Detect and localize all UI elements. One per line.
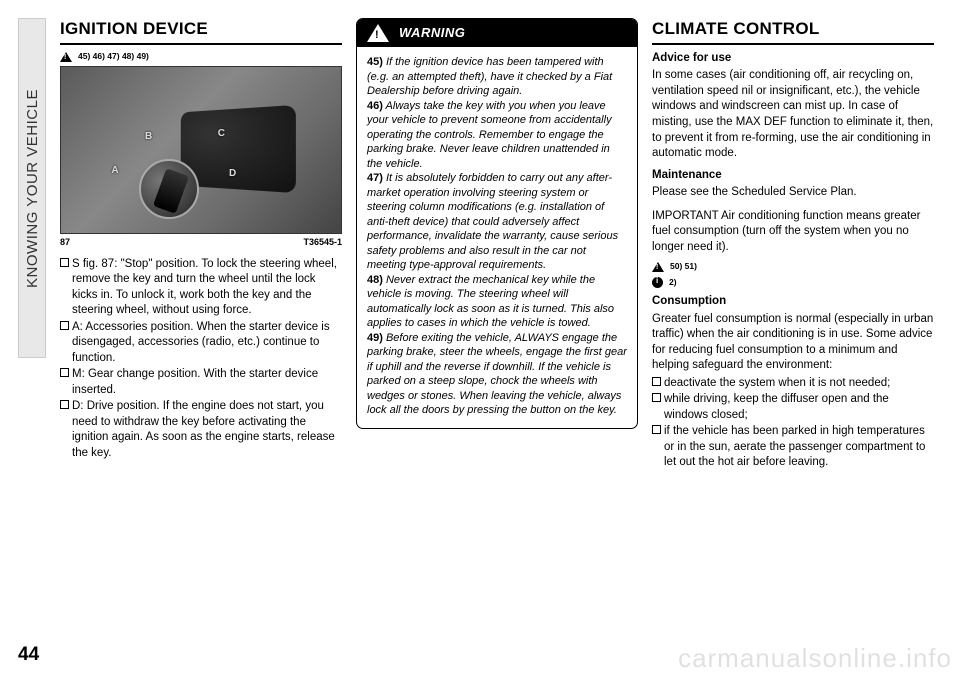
bullet-1: deactivate the system when it is not nee… (652, 376, 934, 392)
sub-maintenance: Maintenance (652, 168, 934, 184)
bullet-icon (60, 258, 69, 267)
watermark: carmanualsonline.info (670, 639, 960, 678)
section-tab: KNOWING YOUR VEHICLE (18, 18, 46, 358)
warning-box: WARNING 45) If the ignition device has b… (356, 18, 638, 429)
manual-page: KNOWING YOUR VEHICLE IGNITION DEVICE 45)… (0, 0, 960, 678)
figure-number: 87 (60, 236, 70, 248)
warn-num-46: 46) (367, 100, 383, 112)
bullet-2: while driving, keep the diffuser open an… (652, 392, 934, 423)
warn-49: 49) Before exiting the vehicle, ALWAYS e… (367, 331, 627, 418)
figure-code: T36545-1 (303, 236, 342, 248)
item-m: M: Gear change position. With the starte… (60, 367, 342, 398)
warning-title: WARNING (399, 24, 465, 42)
warning-triangle-icon (652, 262, 664, 272)
warn-num-45: 45) (367, 56, 383, 68)
warn-num-48: 48) (367, 274, 383, 286)
info-circle-icon (652, 277, 663, 288)
label-b: B (145, 130, 152, 144)
warn-47: 47) It is absolutely forbidden to carry … (367, 171, 627, 273)
column-2: WARNING 45) If the ignition device has b… (356, 18, 638, 630)
warn-text-45: If the ignition device has been tampered… (367, 56, 612, 97)
text-a: A: Accessories position. When the starte… (72, 320, 342, 367)
figure-caption: 87 T36545-1 (60, 236, 342, 248)
text-d: D: Drive position. If the engine does no… (72, 399, 342, 461)
bullet-icon (60, 368, 69, 377)
label-d: D (229, 167, 236, 181)
para-maintenance: Please see the Scheduled Service Plan. (652, 185, 934, 201)
item-s: S fig. 87: "Stop" position. To lock the … (60, 257, 342, 319)
page-number: 44 (18, 644, 39, 666)
bullet-icon (60, 321, 69, 330)
sub-consumption: Consumption (652, 294, 934, 310)
bullet-2-text: while driving, keep the diffuser open an… (664, 392, 934, 423)
climate-warning-refs: 50) 51) (652, 261, 934, 272)
warn-text-46: Always take the key with you when you le… (367, 100, 612, 170)
bullet-icon (652, 425, 661, 434)
bullet-3: if the vehicle has been parked in high t… (652, 424, 934, 471)
sub-advice: Advice for use (652, 51, 934, 67)
bullet-icon (652, 377, 661, 386)
bullet-icon (60, 400, 69, 409)
climate-ref-b: 2) (669, 277, 677, 288)
warning-header-icon (367, 24, 389, 42)
item-a: A: Accessories position. When the starte… (60, 320, 342, 367)
ignition-knob-graphic (139, 159, 199, 219)
column-3: CLIMATE CONTROL Advice for use In some c… (652, 18, 934, 630)
climate-ref-a: 50) 51) (670, 261, 697, 272)
warning-header: WARNING (357, 19, 637, 47)
figure-87: A B C D (60, 66, 342, 234)
column-1: IGNITION DEVICE 45) 46) 47) 48) 49) A B … (60, 18, 342, 630)
heading-ignition: IGNITION DEVICE (60, 18, 342, 45)
warn-46: 46) Always take the key with you when yo… (367, 99, 627, 172)
heading-climate: CLIMATE CONTROL (652, 18, 934, 45)
warning-ref-numbers: 45) 46) 47) 48) 49) (78, 51, 149, 62)
dashboard-graphic (181, 105, 296, 193)
bullet-3-text: if the vehicle has been parked in high t… (664, 424, 934, 471)
para-important: IMPORTANT Air conditioning function mean… (652, 209, 934, 256)
section-tab-label: KNOWING YOUR VEHICLE (24, 89, 41, 288)
warn-text-49: Before exiting the vehicle, ALWAYS engag… (367, 332, 627, 417)
label-c: C (218, 127, 225, 141)
bullet-1-text: deactivate the system when it is not nee… (664, 376, 934, 392)
text-s: S fig. 87: "Stop" position. To lock the … (72, 257, 342, 319)
para-advice: In some cases (air conditioning off, air… (652, 68, 934, 161)
item-d: D: Drive position. If the engine does no… (60, 399, 342, 461)
label-a: A (111, 164, 118, 178)
warn-45: 45) If the ignition device has been tamp… (367, 55, 627, 99)
warn-num-49: 49) (367, 332, 383, 344)
warn-text-47: It is absolutely forbidden to carry out … (367, 172, 618, 271)
text-m: M: Gear change position. With the starte… (72, 367, 342, 398)
warn-48: 48) Never extract the mechanical key whi… (367, 273, 627, 331)
warning-body: 45) If the ignition device has been tamp… (357, 47, 637, 428)
warn-text-48: Never extract the mechanical key while t… (367, 274, 614, 330)
climate-info-refs: 2) (652, 277, 934, 288)
para-consumption: Greater fuel consumption is normal (espe… (652, 312, 934, 374)
warning-triangle-icon (60, 52, 72, 62)
bullet-icon (652, 393, 661, 402)
content-columns: IGNITION DEVICE 45) 46) 47) 48) 49) A B … (60, 18, 934, 630)
warn-num-47: 47) (367, 172, 383, 184)
warning-refs: 45) 46) 47) 48) 49) (60, 51, 342, 62)
